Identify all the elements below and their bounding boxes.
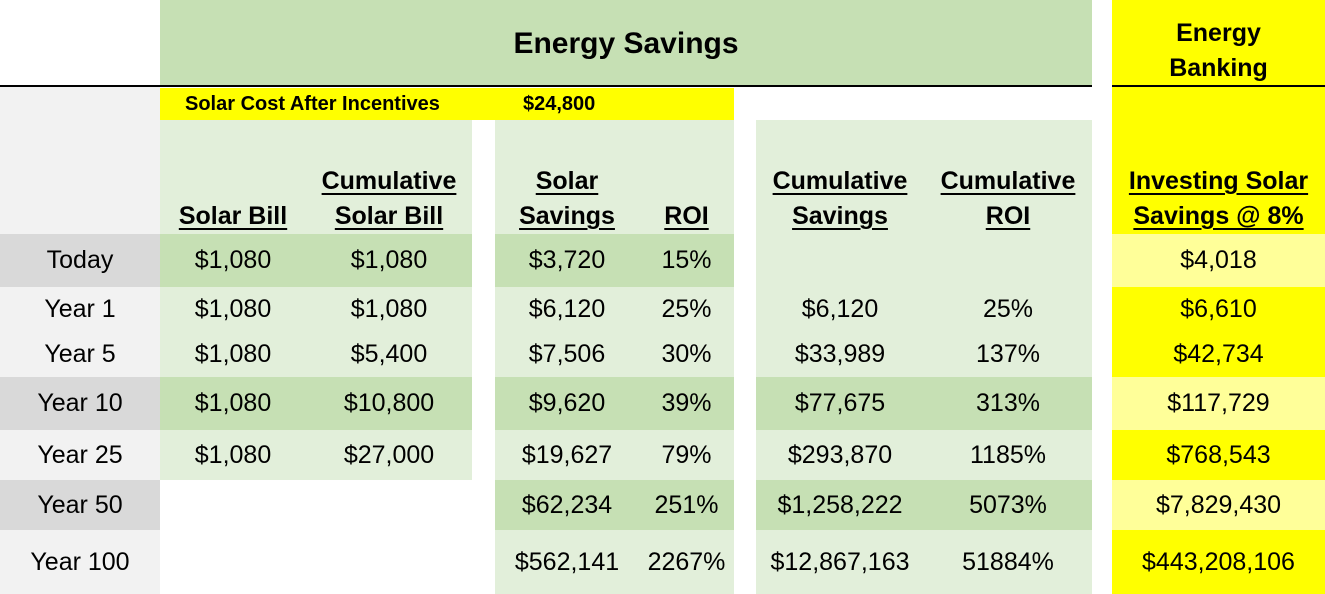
solar-bill-band [160,234,472,287]
cell-roi: 30% [661,339,712,368]
header-cumulative-solar-bill-line2: Solar Bill [334,202,444,230]
header-cumulative-roi: Cumulative ROI [924,164,1092,234]
cell-cumulative-roi: 25% [982,294,1034,323]
header-cumulative-savings-line1: Cumulative [772,167,908,195]
row-label: Year 100 [30,547,130,576]
solar-savings-band [495,480,734,530]
cell-cumulative-roi: 5073% [969,490,1047,519]
investing-band [1112,480,1325,530]
cell-cumulative-savings: $6,120 [801,294,879,323]
row-label: Year 1 [44,294,116,323]
header-solar-savings-line1: Solar [535,167,599,195]
header-cumulative-savings: Cumulative Savings [756,164,924,234]
solar-bill-band [160,377,472,430]
row-label: Year 5 [44,339,116,368]
cell-cumulative-roi: 1185% [970,440,1046,469]
cell-solar-savings: $6,120 [528,294,606,323]
cell-solar-bill: $1,080 [194,339,272,368]
banking-title-line1: Energy [1176,19,1261,47]
cell-solar-bill: $1,080 [194,294,272,323]
header-cumulative-solar-bill-line1: Cumulative [321,167,457,195]
title-band [160,0,1092,86]
page-title: Energy Savings [513,27,739,60]
investing-band [1112,377,1325,430]
cell-solar-savings: $7,506 [528,339,606,368]
cumulative-band [756,480,1092,530]
header-investing-line2: Savings @ 8% [1133,202,1304,230]
cell-solar-bill: $1,080 [194,389,272,417]
header-solar-bill-line1 [160,164,306,199]
cell-cumulative-savings: $77,675 [794,389,886,417]
cell-investing: $6,610 [1180,294,1257,323]
cell-cumulative-solar-bill: $1,080 [350,246,428,274]
solar-cost-bar [160,88,734,120]
row-label: Today [46,246,114,274]
cell-cumulative-solar-bill: $1,080 [350,294,428,323]
cell-solar-savings: $562,141 [514,547,620,576]
header-investing-line1: Investing Solar [1128,167,1309,195]
cell-cumulative-solar-bill: $5,400 [350,339,428,368]
cell-roi: 15% [661,246,712,274]
cell-cumulative-savings: $1,258,222 [777,490,903,519]
cumulative-band [756,377,1092,430]
cell-cumulative-savings: $293,870 [787,440,893,469]
row-label: Year 50 [37,490,123,519]
title-rule-left [0,85,1092,87]
cell-roi: 251% [654,490,719,519]
cell-investing: $42,734 [1173,339,1264,368]
header-solar-savings: Solar Savings [495,164,639,234]
banking-title: Energy Banking [1112,16,1325,86]
cell-roi: 2267% [647,547,726,576]
header-roi-line2: ROI [664,202,709,230]
cell-cumulative-roi: 313% [976,389,1040,417]
cell-solar-bill: $1,080 [194,246,272,274]
cell-roi: 79% [661,440,712,469]
cell-investing: $4,018 [1180,246,1257,274]
row-label: Year 10 [37,389,123,417]
header-roi: ROI [639,164,734,234]
title-rule-right [1112,85,1325,87]
solar-cost-value: $24,800 [523,93,596,115]
cell-solar-savings: $19,627 [521,440,613,469]
cell-roi: 39% [661,389,712,417]
solar-cost-label: Solar Cost After Incentives [185,93,440,115]
header-solar-savings-line2: Savings [519,202,615,230]
cell-cumulative-solar-bill: $10,800 [343,389,435,417]
cell-investing: $117,729 [1167,389,1270,417]
cell-investing: $7,829,430 [1155,490,1282,519]
cell-solar-savings: $3,720 [528,246,606,274]
cell-solar-savings: $62,234 [521,490,613,519]
header-cumulative-roi-line2: ROI [985,202,1031,230]
header-cumulative-solar-bill: Cumulative Solar Bill [306,164,472,234]
cell-cumulative-roi: 137% [976,339,1040,368]
header-solar-bill-line2: Solar Bill [178,202,288,230]
header-cumulative-savings-line2: Savings [792,202,888,230]
cell-investing: $443,208,106 [1142,547,1295,576]
cell-solar-savings: $9,620 [528,389,606,417]
row-label-band [0,377,160,430]
cell-roi: 25% [661,294,712,323]
header-cumulative-roi-line1: Cumulative [940,167,1076,195]
header-investing: Investing Solar Savings @ 8% [1112,164,1325,234]
row-label-band [0,234,160,287]
cell-cumulative-savings: $12,867,163 [770,547,910,576]
investing-band [1112,234,1325,287]
cell-investing: $768,543 [1166,440,1271,469]
header-solar-bill: Solar Bill [160,164,306,234]
cell-cumulative-roi: 51884% [962,547,1054,576]
cell-solar-bill: $1,080 [194,440,272,469]
solar-savings-band [495,234,734,287]
cell-cumulative-savings: $33,989 [794,339,886,368]
row-label-band [0,480,160,530]
cell-cumulative-solar-bill: $27,000 [343,440,435,469]
row-label: Year 25 [37,440,123,469]
solar-savings-band [495,377,734,430]
banking-title-line2: Banking [1169,54,1268,82]
